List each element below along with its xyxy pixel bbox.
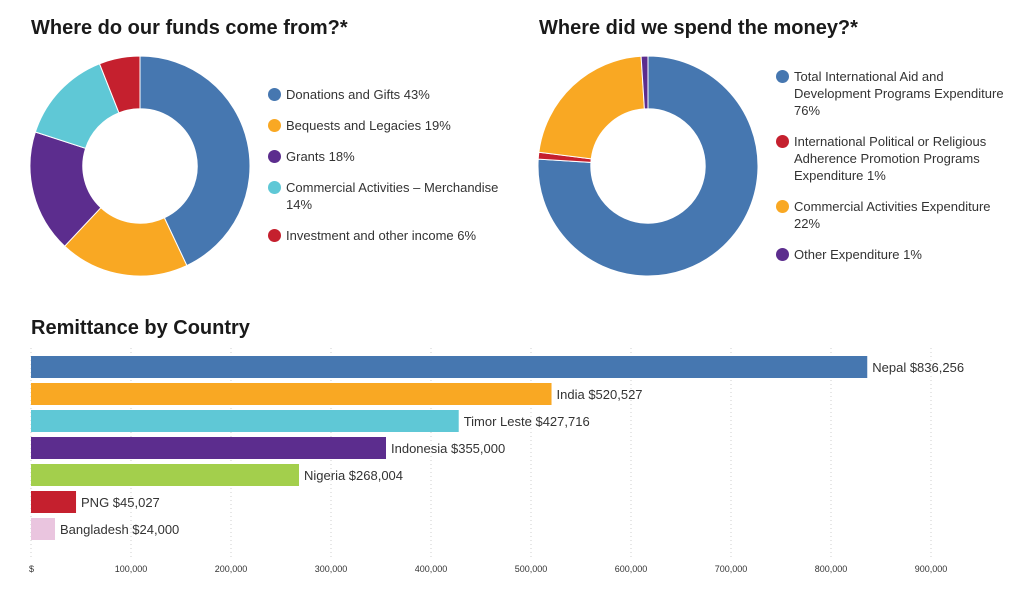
x-tick-label: 700,000 <box>715 564 748 574</box>
bar <box>31 518 55 540</box>
x-tick-label: 600,000 <box>615 564 648 574</box>
remittance-bar-chart: Nepal $836,256 India $520,527 Timor Leste … <box>29 348 964 574</box>
x-tick-label: 300,000 <box>315 564 348 574</box>
x-tick-label: $ <box>29 564 34 574</box>
legend-label: Other Expenditure 1% <box>794 247 922 262</box>
legend-item: Commercial Activities – Merchandise 14% <box>268 179 518 213</box>
legend-swatch <box>776 248 789 261</box>
legend-label: Commercial Activities – Merchandise 14% <box>286 180 499 212</box>
x-tick-label: 400,000 <box>415 564 448 574</box>
bar-label: Bangladesh $24,000 <box>60 522 179 537</box>
funds-chart-title: Where do our funds come from?* <box>31 17 348 39</box>
legend-item: Other Expenditure 1% <box>776 246 1016 263</box>
donut-slice <box>63 206 188 277</box>
legend-swatch <box>776 200 789 213</box>
legend-label: Total International Aid and Development … <box>794 69 1004 118</box>
bar-label: PNG $45,027 <box>81 495 160 510</box>
legend-item: Investment and other income 6% <box>268 227 518 244</box>
legend-label: Donations and Gifts 43% <box>286 87 430 102</box>
legend-swatch <box>268 150 281 163</box>
bar <box>31 356 868 378</box>
spend-legend: Total International Aid and Development … <box>776 68 1016 277</box>
legend-label: Bequests and Legacies 19% <box>286 118 451 133</box>
bar-label: Nigeria $268,004 <box>304 468 403 483</box>
legend-item: Bequests and Legacies 19% <box>268 117 518 134</box>
spend-chart-title: Where did we spend the money?* <box>539 17 858 39</box>
bar <box>31 491 77 513</box>
bar <box>31 437 386 459</box>
bar <box>31 410 459 432</box>
legend-label: Investment and other income 6% <box>286 228 477 243</box>
x-tick-label: 800,000 <box>815 564 848 574</box>
legend-item: Commercial Activities Expenditure 22% <box>776 198 1016 232</box>
bar <box>31 464 300 486</box>
donut-slice <box>98 55 141 114</box>
donut-slice <box>640 55 649 110</box>
donut-slice <box>139 55 251 267</box>
bar-label: Indonesia $355,000 <box>391 441 505 456</box>
legend-item: Grants 18% <box>268 148 518 165</box>
funds-legend: Donations and Gifts 43% Bequests and Lega… <box>268 86 518 258</box>
bar <box>31 383 552 405</box>
x-tick-label: 100,000 <box>115 564 148 574</box>
legend-label: Commercial Activities Expenditure 22% <box>794 199 991 231</box>
bar-label: India $520,527 <box>557 387 643 402</box>
legend-item: Total International Aid and Development … <box>776 68 1016 119</box>
bar-label: Nepal $836,256 <box>872 360 964 375</box>
legend-swatch <box>268 88 281 101</box>
donut-slice <box>537 55 759 277</box>
x-tick-label: 900,000 <box>915 564 948 574</box>
legend-swatch <box>268 181 281 194</box>
x-tick-label: 200,000 <box>215 564 248 574</box>
legend-swatch <box>268 229 281 242</box>
legend-swatch <box>776 70 789 83</box>
donut-slice <box>538 55 645 160</box>
spend-donut-chart <box>537 55 759 277</box>
legend-label: Grants 18% <box>286 149 355 164</box>
bar-label: Timor Leste $427,716 <box>464 414 590 429</box>
legend-swatch <box>776 135 789 148</box>
funds-donut-chart <box>29 55 251 277</box>
legend-item: International Political or Religious Adh… <box>776 133 1016 184</box>
legend-label: International Political or Religious Adh… <box>794 134 987 183</box>
remittance-chart-title: Remittance by Country <box>31 317 250 339</box>
legend-swatch <box>268 119 281 132</box>
x-tick-label: 500,000 <box>515 564 548 574</box>
legend-item: Donations and Gifts 43% <box>268 86 518 103</box>
